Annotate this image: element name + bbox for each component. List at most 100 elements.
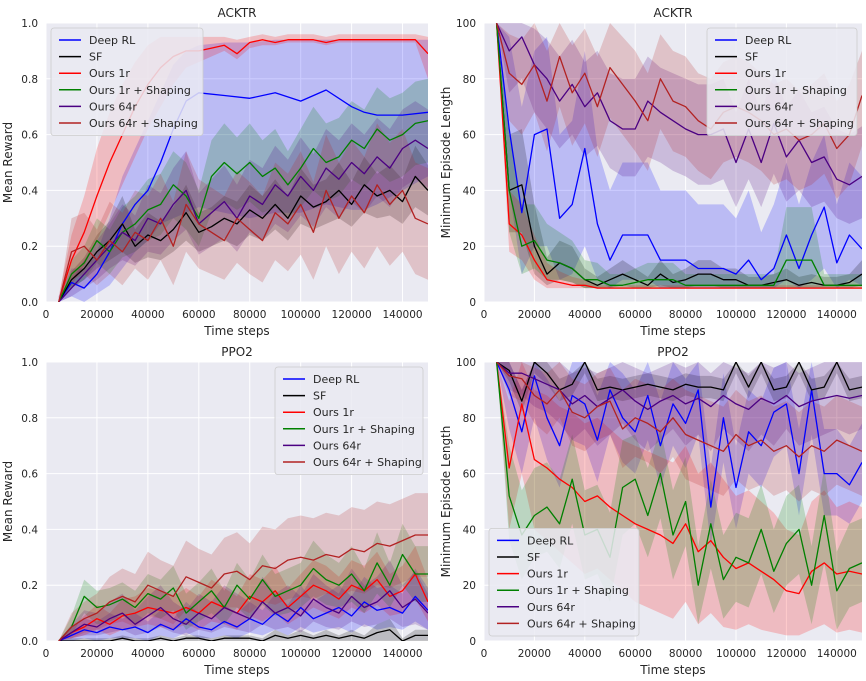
band-ours-64r bbox=[58, 560, 428, 641]
y-tick-label: 0 bbox=[469, 297, 476, 309]
y-tick-label: 60 bbox=[463, 130, 476, 142]
legend: Deep RL SF Ours 1r Ours 1r + Shaping Ours 64… bbox=[488, 528, 640, 637]
line-ours-1r bbox=[58, 39, 428, 302]
legend-label-sf: SF bbox=[745, 51, 758, 64]
chart-title: ACKTR bbox=[218, 6, 257, 20]
y-tick-label: 0.4 bbox=[21, 185, 38, 197]
x-tick-label: 60000 bbox=[618, 309, 651, 321]
chart-title: ACKTR bbox=[654, 6, 693, 20]
band-deep-rl bbox=[496, 23, 862, 289]
legend-label-ours-64r: Ours 64r bbox=[89, 100, 137, 113]
legend-label-ours-64r: Ours 64r bbox=[313, 439, 361, 452]
panel-acktr-min-episode-length: 0 20000 40000 60000 80000 100000 120000 140000 0… bbox=[439, 6, 862, 338]
x-tick-label: 140000 bbox=[382, 648, 422, 660]
legend-label-sf: SF bbox=[527, 551, 540, 564]
legend: Deep RL SF Ours 1r Ours 1r + Shaping Ours 64… bbox=[50, 27, 204, 136]
x-tick-label: 0 bbox=[43, 309, 50, 321]
y-axis-label: Minimum Episode Length bbox=[439, 87, 453, 239]
band-ours-1r-shaping bbox=[58, 78, 428, 302]
y-tick-label: 0.2 bbox=[21, 580, 38, 592]
line-ours-1r bbox=[495, 362, 862, 595]
x-tick-label: 100000 bbox=[281, 648, 321, 660]
line-ours-64r bbox=[58, 590, 428, 641]
x-tick-label: 80000 bbox=[669, 309, 702, 321]
x-tick-label: 0 bbox=[481, 309, 488, 321]
legend-label-ours-64r: Ours 64r bbox=[527, 601, 575, 614]
line-deep-rl bbox=[58, 595, 428, 641]
y-tick-label: 20 bbox=[463, 241, 476, 253]
legend-label-ours-1r: Ours 1r bbox=[313, 406, 354, 419]
band-ours-64r-shaping bbox=[496, 23, 862, 199]
x-axis-label: Time steps bbox=[203, 324, 269, 338]
x-tick-label: 120000 bbox=[766, 309, 806, 321]
x-tick-label: 0 bbox=[43, 648, 50, 660]
y-tick-label: 1.0 bbox=[21, 18, 38, 30]
band-ours-1r-shaping bbox=[58, 523, 428, 641]
band-sf bbox=[496, 23, 862, 289]
y-tick-label: 100 bbox=[456, 18, 476, 30]
line-ours-64r-shaping bbox=[58, 534, 428, 641]
y-tick-label: 80 bbox=[463, 74, 476, 86]
legend-box bbox=[488, 528, 640, 637]
band-ours-64r bbox=[496, 23, 862, 224]
legend-label-ours-1r-shaping: Ours 1r + Shaping bbox=[89, 84, 191, 97]
legend-label-ours-64r-shaping: Ours 64r + Shaping bbox=[527, 617, 636, 630]
band-ours-64r bbox=[58, 101, 428, 302]
legend-label-ours-1r-shaping: Ours 1r + Shaping bbox=[527, 584, 629, 597]
x-tick-label: 20000 bbox=[80, 309, 113, 321]
y-tick-label: 0.8 bbox=[21, 413, 38, 425]
legend-label-sf: SF bbox=[89, 51, 102, 64]
x-tick-label: 100000 bbox=[716, 309, 756, 321]
legend-box bbox=[274, 366, 424, 475]
band-ours-64r-shaping bbox=[58, 493, 428, 641]
line-ours-1r bbox=[495, 23, 862, 289]
x-tick-label: 140000 bbox=[817, 648, 857, 660]
y-tick-label: 0.6 bbox=[21, 469, 38, 481]
x-axis-label: Time steps bbox=[639, 324, 705, 338]
x-tick-label: 140000 bbox=[382, 309, 422, 321]
legend-box bbox=[706, 27, 858, 136]
line-ours-64r bbox=[496, 362, 862, 411]
band-sf bbox=[58, 618, 428, 641]
band-ours-64r-shaping bbox=[496, 362, 862, 502]
line-ours-1r-shaping bbox=[58, 553, 428, 641]
x-tick-label: 60000 bbox=[182, 309, 215, 321]
x-tick-label: 80000 bbox=[233, 648, 266, 660]
x-tick-label: 120000 bbox=[332, 309, 372, 321]
y-tick-label: 40 bbox=[463, 185, 476, 197]
x-tick-label: 140000 bbox=[817, 309, 857, 321]
band-deep-rl bbox=[58, 568, 428, 641]
chart-title: PPO2 bbox=[657, 345, 689, 359]
x-tick-label: 40000 bbox=[568, 648, 601, 660]
legend-label-deep-rl: Deep RL bbox=[89, 34, 136, 47]
series-group bbox=[58, 493, 428, 641]
legend-box bbox=[50, 27, 204, 136]
x-axis-label: Time steps bbox=[203, 663, 269, 677]
legend-label-ours-64r-shaping: Ours 64r + Shaping bbox=[313, 456, 422, 469]
y-tick-label: 40 bbox=[463, 524, 476, 536]
y-tick-label: 100 bbox=[456, 357, 476, 369]
band-ours-1r bbox=[58, 546, 428, 641]
x-tick-label: 100000 bbox=[716, 648, 756, 660]
line-sf bbox=[58, 629, 428, 641]
line-sf bbox=[496, 362, 862, 402]
panel-ppo2-min-episode-length: 0 20000 40000 60000 80000 100000 120000 140000 0… bbox=[439, 345, 862, 677]
line-ours-64r bbox=[496, 23, 862, 186]
chart-title: PPO2 bbox=[221, 345, 253, 359]
x-tick-label: 80000 bbox=[669, 648, 702, 660]
band-ours-1r bbox=[496, 23, 862, 289]
line-ours-64r-shaping bbox=[496, 362, 862, 458]
x-tick-label: 20000 bbox=[518, 648, 551, 660]
y-axis-label: Minimum Episode Length bbox=[439, 426, 453, 578]
line-deep-rl bbox=[495, 23, 862, 281]
band-ours-64r-shaping bbox=[58, 123, 428, 302]
panel-acktr-mean-reward: 0 20000 40000 60000 80000 100000 120000 140000 0… bbox=[1, 6, 428, 338]
line-ours-64r-shaping bbox=[495, 23, 862, 150]
y-tick-label: 0.8 bbox=[21, 74, 38, 86]
legend: Deep RL SF Ours 1r Ours 1r + Shaping Ours 64… bbox=[706, 27, 858, 136]
y-tick-label: 0.6 bbox=[21, 130, 38, 142]
panel-ppo2-mean-reward: 0 20000 40000 60000 80000 100000 120000 140000 0… bbox=[1, 345, 428, 677]
y-tick-label: 1.0 bbox=[21, 357, 38, 369]
y-tick-label: 0 bbox=[469, 636, 476, 648]
